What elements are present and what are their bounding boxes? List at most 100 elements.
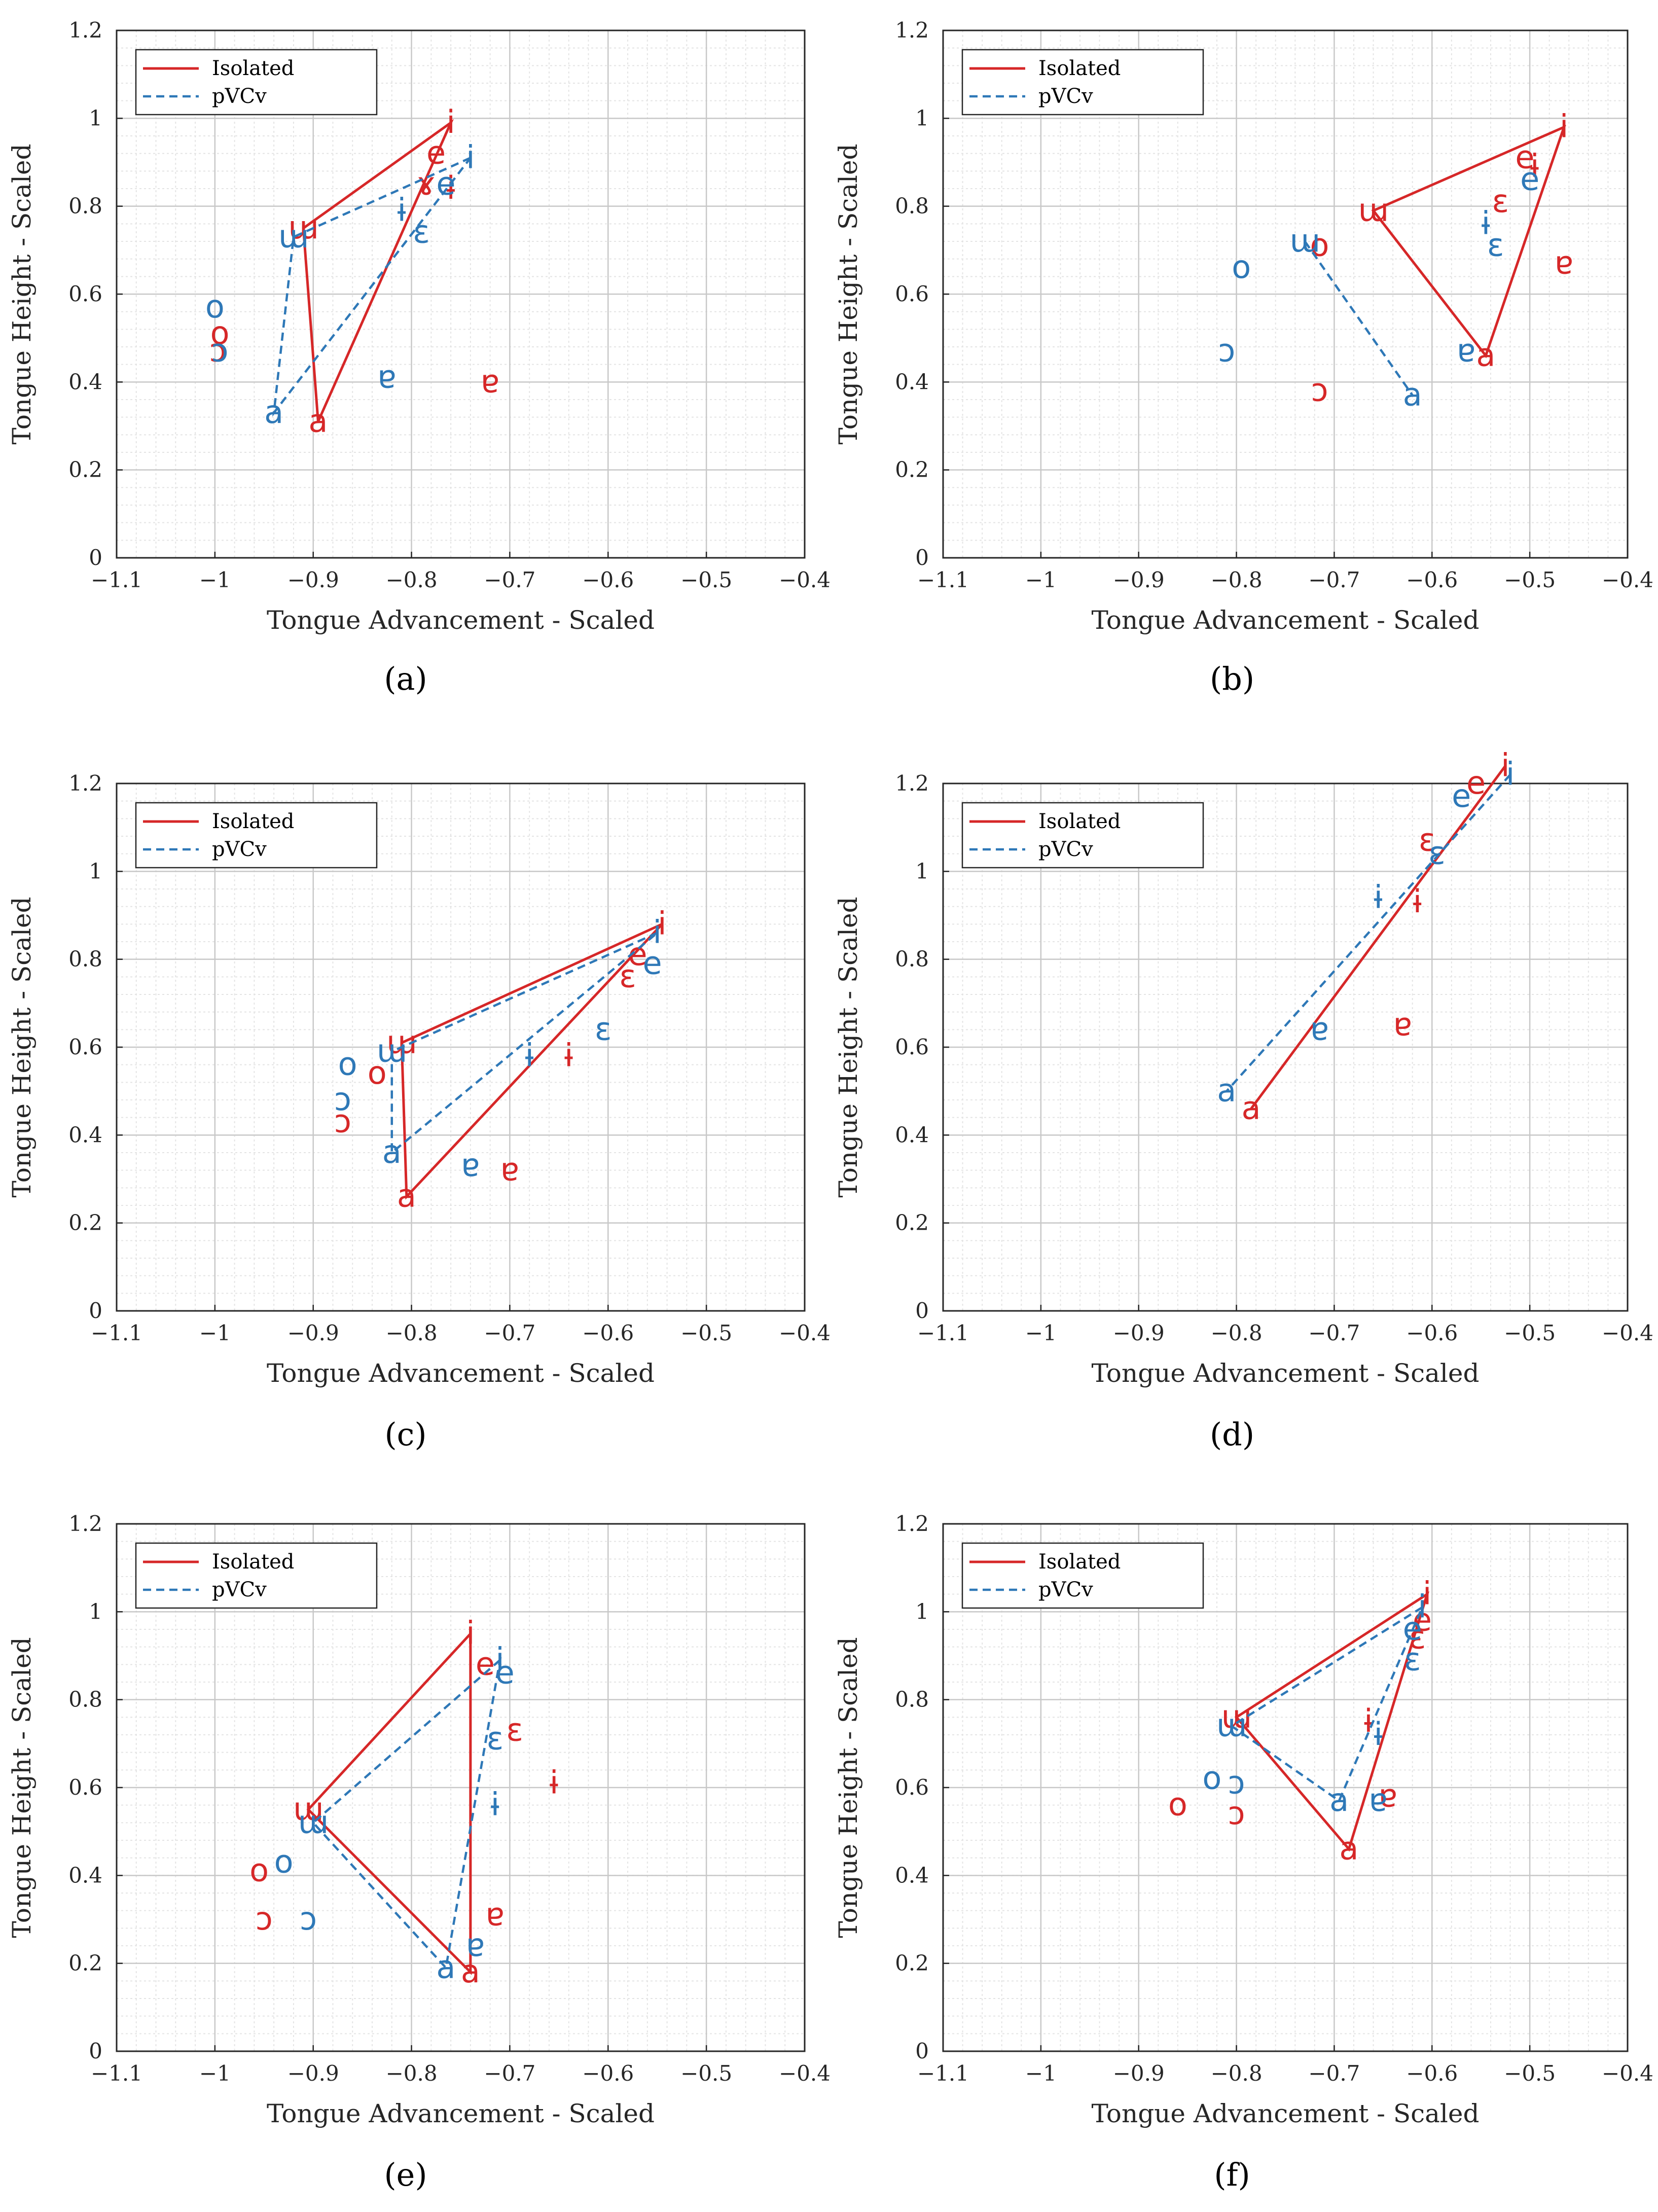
vowel-point: ɔ — [209, 332, 227, 369]
grid — [116, 1523, 806, 2052]
legend-box — [961, 1542, 1204, 1609]
vowel-point: ɛ — [595, 1010, 612, 1047]
y-tick-label: 1.2 — [895, 771, 929, 796]
x-tick-label: −0.5 — [1504, 2061, 1556, 2086]
chart-panel-f: −1.1 −1 −0.9 −0.8 −0.7 −0.6 −0.5 −0.4 0 0.2 0.4 0.6… — [834, 1511, 1653, 2193]
x-tick-label: −0.6 — [1406, 567, 1458, 592]
vowel-point: ɐ — [1555, 244, 1573, 281]
vowel-point: e — [1466, 764, 1486, 801]
vowel-point: o — [205, 288, 225, 325]
x-tick-label: −0.9 — [287, 1321, 339, 1345]
y-tick-label: 1.2 — [68, 771, 102, 796]
x-tick-label: −0.6 — [582, 2061, 634, 2086]
y-axis-label: Tongue Height - Scaled — [834, 144, 863, 444]
vowel-point: ɨ — [564, 1037, 573, 1074]
x-tick-label: −0.7 — [484, 567, 535, 592]
vowel-point: i — [1418, 1588, 1426, 1625]
y-tick-label: 0.8 — [68, 1687, 102, 1712]
grid — [942, 782, 1629, 1312]
vowel-point: a — [436, 1948, 455, 1985]
y-tick-label: 0.8 — [68, 947, 102, 972]
y-tick-label: 0 — [915, 1298, 929, 1323]
vowel-point: a — [308, 402, 328, 439]
y-tick-label: 1.2 — [895, 18, 929, 43]
vowel-point: o — [274, 1843, 294, 1880]
x-tick-label: −0.8 — [1211, 2061, 1263, 2086]
vowel-point: ɨ — [550, 1764, 558, 1801]
x-tick-label: −1 — [1025, 2061, 1057, 2086]
vowel-point: ɯ — [1289, 222, 1320, 259]
x-tick-label: −0.6 — [582, 1321, 634, 1345]
vowel-point: ɯ — [1216, 1707, 1247, 1744]
vowel-point: ɯ — [293, 1790, 323, 1827]
y-tick-label: 0.6 — [895, 1034, 929, 1059]
y-tick-label: 0.2 — [68, 1210, 102, 1235]
x-tick-label: −0.4 — [1602, 2061, 1653, 2086]
y-axis-label: Tongue Height - Scaled — [7, 144, 37, 444]
vowel-point: ɔ — [334, 1081, 351, 1118]
legend-label-pvcv: pVCv — [1038, 1578, 1093, 1601]
series-line — [1234, 1591, 1430, 1852]
x-tick-label: −0.8 — [1211, 1321, 1263, 1345]
vowel-point: ɐ — [1379, 1777, 1397, 1814]
x-tick-label: −0.7 — [1308, 1321, 1360, 1345]
y-tick-label: 0.8 — [68, 194, 102, 219]
vowel-point: e — [426, 134, 446, 171]
vowel-point: ɛ — [619, 957, 636, 994]
y-tick-label: 1.2 — [895, 1511, 929, 1536]
x-tick-label: −0.4 — [1602, 567, 1653, 592]
legend-label-isolated: Isolated — [212, 57, 294, 80]
vowel-point: ɔ — [1311, 372, 1328, 409]
vowel-point: ɨ — [525, 1037, 534, 1074]
x-tick-label: −1 — [1025, 1321, 1057, 1345]
y-tick-label: 0.4 — [895, 1863, 929, 1887]
vowel-point: ɛ — [1487, 227, 1504, 264]
panel-caption: (e) — [384, 2156, 427, 2193]
vowel-point: i — [653, 914, 662, 951]
legend-label-isolated: Isolated — [212, 1550, 294, 1574]
vowel-point: ɐ — [500, 1151, 519, 1188]
x-axis-label: Tongue Advancement - Scaled — [1091, 605, 1479, 635]
y-tick-label: 0.6 — [895, 281, 929, 306]
x-tick-label: −0.8 — [386, 1321, 438, 1345]
vowel-point: o — [1202, 1760, 1221, 1797]
x-tick-label: −0.4 — [1602, 1321, 1653, 1345]
vowel-point: ɨ — [1374, 1716, 1383, 1753]
series-line — [1371, 125, 1566, 359]
vowel-point: ɤ — [417, 165, 436, 202]
x-tick-label: −1.1 — [91, 2061, 142, 2086]
x-tick-label: −0.8 — [386, 2061, 438, 2086]
x-tick-label: −0.7 — [484, 2061, 535, 2086]
panel-caption: (c) — [384, 1416, 426, 1453]
vowel-point: ɨ — [446, 169, 455, 206]
vowel-point: o — [1310, 227, 1329, 264]
vowel-point: a — [1217, 1072, 1236, 1109]
y-tick-label: 0.2 — [68, 457, 102, 482]
vowel-point: ɨ — [1482, 204, 1490, 241]
y-tick-label: 0.8 — [895, 194, 929, 219]
y-tick-label: 1 — [89, 859, 102, 883]
vowel-point: ɨ — [491, 1786, 499, 1823]
vowel-point: e — [1403, 1610, 1422, 1647]
vowel-point: e — [1515, 138, 1534, 175]
vowel-point: ɛ — [487, 1720, 504, 1757]
panel-caption: (b) — [1210, 660, 1254, 697]
vowel-point: ɐ — [461, 1147, 480, 1184]
x-tick-label: −0.4 — [779, 1321, 831, 1345]
vowel-point: ɯ — [377, 1032, 407, 1069]
x-tick-label: −0.5 — [1504, 1321, 1556, 1345]
y-tick-label: 0.2 — [68, 1951, 102, 1976]
vowel-point: ɨ — [1374, 878, 1383, 915]
vowel-point: ɨ — [1364, 1702, 1373, 1739]
x-tick-label: −0.4 — [779, 2061, 831, 2086]
x-tick-label: −0.9 — [287, 567, 339, 592]
vowel-point: ɛ — [1404, 1641, 1421, 1678]
vowel-point: i — [466, 138, 475, 175]
y-tick-label: 1 — [915, 859, 929, 883]
vowel-point: a — [1476, 336, 1495, 373]
grid — [942, 1523, 1629, 2052]
